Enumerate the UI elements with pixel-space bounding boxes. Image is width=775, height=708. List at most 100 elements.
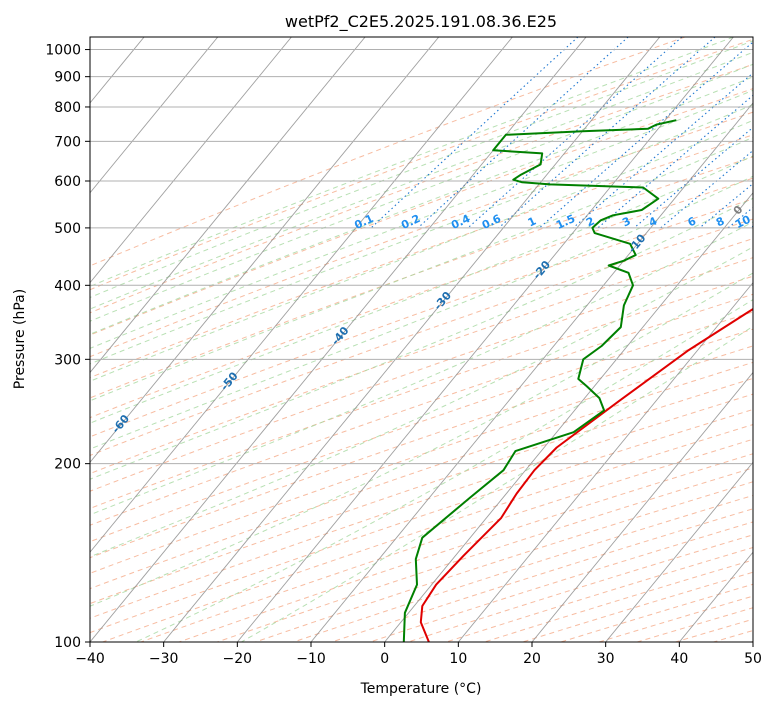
- dry-adiabat: [446, 546, 753, 642]
- y-tick-label: 1000: [45, 43, 81, 59]
- grid: [0, 37, 753, 642]
- dry-adiabat: [90, 37, 686, 267]
- mixing-ratio-line: [498, 37, 716, 229]
- isotherm: [90, 37, 292, 284]
- mixing-ratio-line: [750, 225, 753, 229]
- dry-adiabat: [407, 534, 753, 642]
- mixing-ratio-label: 0.2: [399, 212, 422, 232]
- isotherm: [90, 37, 440, 464]
- y-tick-label: 600: [54, 174, 81, 190]
- profiles: [402, 119, 753, 642]
- mixing-ratio-line: [660, 149, 753, 229]
- mixing-ratio-label: 6: [686, 214, 699, 229]
- dry-adiabat: [90, 198, 753, 438]
- y-tick-label: 400: [54, 278, 81, 294]
- x-tick-label: 10: [449, 651, 467, 667]
- moist-adiabat: [90, 221, 753, 516]
- dry-adiabat: [90, 275, 753, 509]
- dry-adiabat: [255, 481, 753, 642]
- mixing-ratio-label: 13: [761, 213, 775, 231]
- moist-adiabat: [90, 51, 753, 310]
- mixing-ratio-label: 2: [584, 214, 596, 229]
- isotherm: [90, 37, 513, 553]
- isotherm: [163, 37, 661, 642]
- isotherm: [605, 461, 753, 642]
- dry-adiabat: [331, 508, 753, 642]
- isotherm: [0, 37, 70, 642]
- dry-adiabat: [713, 630, 753, 642]
- moist-adiabat: [90, 37, 734, 287]
- dry-adiabat: [675, 618, 753, 642]
- dry-adiabat: [178, 453, 753, 642]
- temperature-profile: [419, 307, 753, 642]
- x-tick-label: 20: [523, 651, 541, 667]
- isotherm: [384, 192, 753, 642]
- y-tick-label: 100: [54, 635, 81, 651]
- moist-adiabat: [90, 272, 753, 607]
- x-axis-label: Temperature (°C): [360, 681, 482, 697]
- isotherm: [90, 37, 219, 194]
- y-tick-label: 200: [54, 457, 81, 473]
- background-lines: [90, 37, 753, 642]
- x-tick-label: −10: [296, 651, 326, 667]
- x-tick-label: 30: [597, 651, 615, 667]
- dry-adiabat: [90, 345, 753, 574]
- isotherm: [752, 641, 753, 642]
- x-tick-label: −20: [223, 651, 253, 667]
- moist-adiabat: [90, 175, 753, 450]
- dry-adiabat: [560, 583, 753, 642]
- mixing-ratio-line: [417, 37, 629, 229]
- dry-adiabat: [598, 595, 753, 642]
- dry-adiabat: [90, 408, 753, 634]
- dry-adiabat: [90, 377, 753, 605]
- isotherm: [678, 551, 753, 642]
- moist-adiabat: [90, 136, 753, 402]
- dry-adiabat: [90, 257, 753, 492]
- dry-adiabat: [90, 328, 753, 559]
- x-tick-label: −40: [75, 651, 105, 667]
- dewpoint-profile: [402, 119, 677, 642]
- y-tick-label: 300: [54, 352, 81, 368]
- x-axis: −40 −30 −20 −10 0 10 20 30 40 50: [75, 642, 762, 667]
- chart-title: wetPf2_C2E5.2025.191.08.36.E25: [285, 12, 557, 32]
- y-tick-label: 800: [54, 100, 81, 116]
- dry-adiabat: [751, 641, 753, 642]
- y-axis: 100 200 300 400 500 600 700 800 900 1000: [45, 43, 90, 651]
- isotherm: [310, 102, 753, 642]
- moist-adiabat: [90, 76, 753, 335]
- dry-adiabat: [90, 177, 753, 419]
- moist-adiabat: [90, 155, 753, 424]
- moist-adiabat: [90, 40, 753, 299]
- y-tick-label: 500: [54, 221, 81, 237]
- moist-adiabat: [90, 246, 753, 558]
- dry-adiabat: [90, 38, 753, 291]
- y-tick-label: 900: [54, 70, 81, 86]
- mixing-ratio-line: [633, 126, 753, 229]
- x-tick-label: 40: [670, 651, 688, 667]
- isotherm: [236, 37, 734, 642]
- mixing-ratio-label: 1.5: [554, 212, 577, 232]
- moist-adiabat: [90, 63, 753, 322]
- dry-adiabat: [90, 111, 753, 358]
- mixing-ratio-label: 10: [733, 213, 753, 231]
- mixing-ratio-label: 0.6: [480, 212, 503, 232]
- mixing-ratio-label: 0.4: [449, 212, 472, 232]
- moist-adiabat: [241, 325, 753, 642]
- y-axis-label: Pressure (hPa): [12, 289, 28, 389]
- x-tick-label: 50: [744, 651, 762, 667]
- moist-adiabat: [135, 299, 753, 642]
- isotherm: [531, 371, 753, 642]
- dry-adiabat: [217, 467, 753, 642]
- isotherm-label: -70: [2, 453, 25, 477]
- dry-adiabat: [102, 424, 753, 642]
- mixing-ratio-label: 4: [647, 214, 660, 229]
- x-tick-label: 0: [380, 651, 389, 667]
- mixing-ratio-line: [539, 41, 753, 229]
- plot-frame: [89, 36, 754, 643]
- isotherm: [90, 37, 366, 374]
- dry-adiabat: [90, 63, 753, 314]
- dry-adiabat: [140, 438, 753, 642]
- dry-adiabat: [293, 494, 753, 642]
- x-tick-label: −30: [149, 651, 179, 667]
